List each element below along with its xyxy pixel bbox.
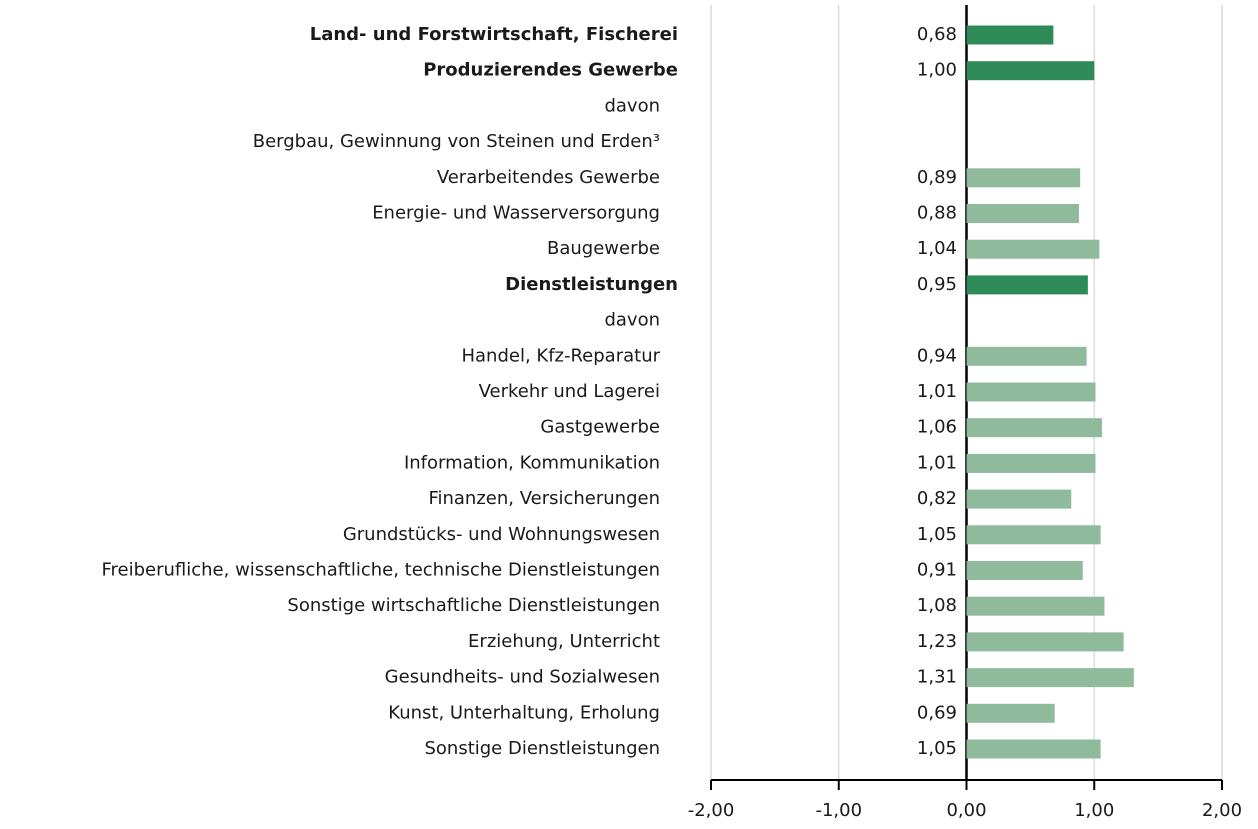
- value-label: 0,95: [917, 274, 957, 295]
- value-label: 0,91: [917, 560, 957, 581]
- bar: [966, 418, 1102, 438]
- value-label: 1,06: [917, 417, 957, 438]
- category-label: Sonstige wirtschaftliche Dienstleistunge…: [287, 595, 660, 616]
- value-label: 1,01: [917, 381, 957, 402]
- value-label: 0,94: [917, 345, 957, 366]
- value-label: 0,82: [917, 488, 957, 509]
- category-label: Verarbeitendes Gewerbe: [437, 167, 660, 188]
- category-label: Baugewerbe: [547, 238, 660, 259]
- value-label: 1,08: [917, 595, 957, 616]
- category-label: Freiberufliche, wissenschaftliche, techn…: [101, 560, 660, 581]
- value-label: 1,00: [917, 60, 957, 81]
- value-label: 0,89: [917, 167, 957, 188]
- category-label: Bergbau, Gewinnung von Steinen und Erden…: [253, 131, 660, 152]
- bar: [966, 596, 1105, 616]
- bar: [966, 561, 1083, 580]
- category-label: Gastgewerbe: [540, 417, 660, 438]
- bar: [966, 525, 1101, 545]
- category-label: Erziehung, Unterricht: [468, 631, 660, 652]
- bar: [966, 382, 1096, 402]
- value-label: 1,23: [917, 631, 957, 652]
- category-label: davon: [604, 310, 660, 331]
- x-tick-label: 1,00: [1074, 800, 1114, 821]
- category-label: Land- und Forstwirtschaft, Fischerei: [310, 24, 678, 45]
- bar: [966, 668, 1134, 688]
- category-label: Information, Kommunikation: [404, 452, 660, 473]
- category-label: Grundstücks- und Wohnungswesen: [343, 524, 660, 545]
- bar: [966, 739, 1101, 759]
- category-label: Verkehr und Lagerei: [479, 381, 660, 402]
- category-label: davon: [604, 95, 660, 116]
- x-tick-label: 2,00: [1202, 800, 1242, 821]
- category-label: Sonstige Dienstleistungen: [424, 738, 660, 759]
- bar: [966, 25, 1054, 45]
- value-label: 1,01: [917, 452, 957, 473]
- bar: [966, 346, 1087, 366]
- category-label: Energie- und Wasserversorgung: [372, 203, 660, 224]
- x-tick-label: -1,00: [815, 800, 862, 821]
- bar: [966, 632, 1124, 652]
- x-tick-label: -2,00: [688, 800, 735, 821]
- category-label: Handel, Kfz-Reparatur: [461, 345, 660, 366]
- category-label: Kunst, Unterhaltung, Erholung: [388, 702, 660, 723]
- value-label: 0,68: [917, 24, 957, 45]
- bar: [966, 204, 1079, 223]
- value-label: 1,05: [917, 738, 957, 759]
- category-label: Dienstleistungen: [505, 274, 678, 295]
- value-label: 1,04: [917, 238, 957, 259]
- bar: [966, 489, 1072, 509]
- bar: [966, 61, 1095, 81]
- value-label: 1,31: [917, 667, 957, 688]
- x-tick-label: 0,00: [946, 800, 986, 821]
- value-label: 1,05: [917, 524, 957, 545]
- bar: [966, 453, 1096, 473]
- category-label: Gesundheits- und Sozialwesen: [385, 667, 660, 688]
- category-label: Produzierendes Gewerbe: [423, 60, 678, 81]
- bar: [966, 275, 1088, 295]
- bar: [966, 168, 1081, 188]
- bar: [966, 239, 1100, 259]
- value-label: 0,88: [917, 203, 957, 224]
- category-label: Finanzen, Versicherungen: [428, 488, 660, 509]
- value-label: 0,69: [917, 702, 957, 723]
- bar: [966, 703, 1055, 723]
